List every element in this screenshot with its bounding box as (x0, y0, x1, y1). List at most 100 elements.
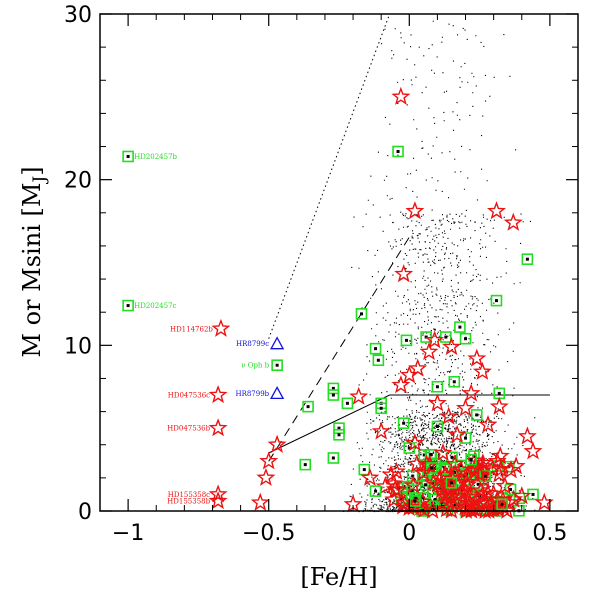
green-square-center (469, 458, 473, 462)
red-star-marker (403, 475, 423, 494)
green-square-center (413, 499, 417, 503)
green-square-center (396, 150, 400, 154)
green-square-marker (302, 400, 314, 413)
blue-triangle-marker (270, 336, 285, 350)
green-square-marker (327, 389, 340, 401)
red-star-marker (517, 426, 537, 445)
red-star-marker (405, 433, 425, 452)
solid-line (268, 394, 550, 454)
green-square-marker (333, 428, 345, 441)
green-square-center (475, 413, 479, 417)
green-square-center (331, 386, 335, 390)
point-label: HD047536c (168, 392, 210, 400)
red-star-marker (405, 201, 425, 220)
green-square-center (431, 481, 435, 485)
green-square-center (426, 470, 430, 474)
red-star-marker (208, 385, 228, 404)
green-square-center (464, 337, 468, 341)
plot-frame (99, 13, 579, 512)
red-star-marker (497, 500, 517, 519)
green-square-marker (327, 452, 340, 464)
green-square-marker (327, 382, 340, 395)
axes: −1 −0.5 0 0.5 0 10 20 30 (64, 3, 579, 546)
green-square-center (483, 474, 487, 478)
red-star-marker (478, 414, 498, 433)
red-star-marker (478, 482, 498, 502)
green-square-center (414, 496, 418, 500)
x-axis-title: [Fe/H] (300, 563, 377, 591)
green-square-center (411, 505, 415, 509)
red-star-marker (506, 456, 526, 475)
red-star-marker (259, 451, 279, 470)
x-tick-label: −0.5 (242, 521, 295, 546)
green-square-center (337, 433, 341, 437)
red-star-marker (408, 358, 428, 377)
red-star-marker (425, 330, 445, 349)
red-star-marker (495, 476, 515, 495)
red-star-marker (450, 473, 470, 492)
green-square-center (453, 503, 457, 507)
red-star-marker (451, 459, 471, 478)
green-square-marker (333, 422, 345, 434)
guide-lines (268, 13, 550, 462)
point-labels: HD202457b HD202457c HD114762b HR8799c ν Oph … (134, 153, 270, 506)
green-square-center (406, 486, 410, 490)
point-label: HD114762b (170, 325, 213, 333)
green-square-marker (409, 495, 421, 507)
green-square-center (500, 502, 504, 506)
green-square-marker (392, 145, 404, 158)
red-star-marker (476, 493, 496, 512)
red-star-marker (381, 464, 401, 483)
y-axis-title: M or Msini [MJ] (18, 166, 50, 357)
green-square-marker (425, 462, 438, 474)
red-star-marker (461, 383, 481, 402)
green-square-marker (490, 294, 503, 307)
green-square-marker (369, 342, 382, 355)
red-star-marker (250, 492, 270, 511)
blue-triangle-marker (270, 386, 285, 400)
point-label: HD202457c (134, 302, 176, 310)
green-square-marker (470, 409, 483, 421)
green-square-center (509, 487, 513, 491)
green-square-marker (431, 420, 444, 433)
red-star-marker (423, 500, 443, 519)
red-star-marker (441, 336, 462, 356)
green-square-marker (521, 253, 534, 265)
red-star-marker (423, 472, 443, 491)
red-star-marker (441, 500, 461, 519)
green-square-marker (431, 380, 444, 393)
red-star-marker (349, 386, 369, 405)
red-star-marker (503, 212, 523, 231)
green-square-marker (438, 461, 451, 474)
red-star-marker (470, 464, 490, 483)
red-star-marker (489, 396, 509, 415)
point-label: HR8799c (236, 340, 269, 348)
red-star-marker (487, 451, 507, 470)
green-square-marker (299, 458, 312, 471)
point-label: HD047536b (167, 425, 210, 433)
point-label: HR8799b (235, 390, 269, 398)
red-star-marker (440, 472, 460, 491)
green-square-center (494, 299, 498, 303)
green-square-center (435, 425, 439, 429)
green-square-center (424, 335, 428, 339)
y-tick-label: 30 (64, 3, 92, 28)
green-square-center (331, 393, 335, 397)
red-star-marker (384, 473, 404, 492)
green-square-center (126, 304, 130, 308)
green-square-center (433, 497, 437, 501)
red-star-marker (386, 461, 407, 480)
green-square-center (462, 475, 466, 479)
red-star-marker (456, 472, 477, 491)
red-star-marker (360, 467, 380, 486)
red-star-marker (419, 342, 439, 361)
y-axis-title-sub: J (30, 176, 50, 185)
x-tick-label: −1 (112, 521, 144, 546)
green-square-center (458, 325, 462, 329)
red-star-marker (434, 484, 454, 503)
point-label: HD202457b (134, 153, 177, 161)
red-star-marker (371, 421, 391, 440)
green-square-center (449, 481, 453, 485)
green-square-center (450, 455, 454, 459)
green-square-center (331, 456, 335, 460)
